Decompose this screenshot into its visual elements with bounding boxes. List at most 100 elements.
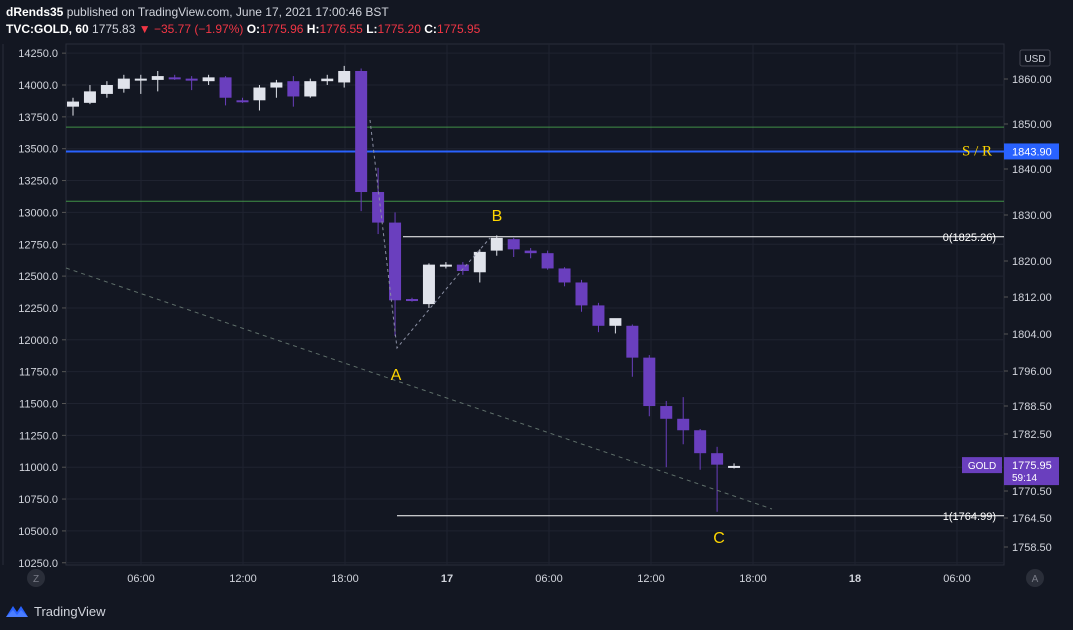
wave-label: C	[713, 530, 725, 547]
y-left-tick-label: 13500.0	[18, 144, 58, 156]
y-right-tick-label: 1764.50	[1012, 513, 1052, 525]
sr-price-tag-label: 1843.90	[1012, 146, 1052, 158]
wave-label: B	[492, 208, 503, 225]
candle-body	[558, 268, 571, 283]
y-right-tick-label: 1782.50	[1012, 429, 1052, 441]
high-value: 1776.55	[319, 22, 363, 36]
y-right-tick-label: 1758.50	[1012, 542, 1052, 554]
y-left-tick-label: 12750.0	[18, 239, 58, 251]
candle-body	[355, 70, 368, 193]
pane-border	[65, 43, 1005, 566]
author-name[interactable]: dRends35	[6, 5, 64, 19]
x-tick-label: 12:00	[637, 573, 665, 585]
last-price-tag	[1004, 457, 1059, 486]
y-left-tick-label: 12000.0	[18, 335, 58, 347]
candle-body	[202, 77, 215, 82]
open-label: O:	[246, 22, 261, 36]
auto-scale-button-label: A	[1032, 574, 1039, 585]
y-left-tick-label: 10500.0	[18, 526, 58, 538]
candles	[67, 65, 741, 512]
x-tick-label: 18	[849, 573, 861, 585]
candle-body	[236, 100, 249, 103]
y-left-tick-label: 10750.0	[18, 494, 58, 506]
y-left-tick-label: 13250.0	[18, 176, 58, 188]
low-value: 1775.20	[377, 22, 421, 36]
y-right-tick-label: 1770.50	[1012, 486, 1052, 498]
candle-body	[711, 453, 724, 465]
y-left-tick-label: 11500.0	[19, 399, 58, 411]
price-change: ▼ −35.77 (−1.97%)	[138, 22, 244, 36]
footer: TradingView	[6, 601, 106, 621]
candle-body	[100, 85, 113, 94]
chart-header: dRends35 published on TradingView.com, J…	[6, 4, 480, 38]
publish-info: published on TradingView.com, June 17, 2…	[66, 5, 389, 19]
y-left-tick-label: 12250.0	[18, 303, 58, 315]
candle-body	[643, 357, 656, 407]
x-tick-label: 18:00	[331, 573, 359, 585]
last-price-value: 1775.95	[1012, 460, 1052, 472]
abc-path	[369, 119, 491, 350]
y-left-tick-label: 11000.0	[19, 462, 58, 474]
y-right-tick-label: 1860.00	[1012, 74, 1052, 86]
last-price: 1775.83	[92, 22, 136, 36]
candle-body	[592, 305, 605, 326]
y-right-tick-label: 1788.50	[1012, 401, 1052, 413]
x-tick-label: 18:00	[739, 573, 767, 585]
candle-body	[406, 299, 418, 302]
y-right-tick-label: 1820.00	[1012, 256, 1052, 268]
candle-body	[287, 81, 300, 97]
candle-body	[524, 250, 537, 254]
candle-body	[338, 70, 351, 83]
brand-name[interactable]: TradingView	[34, 603, 106, 619]
candle-body	[456, 264, 469, 272]
candle-body	[185, 78, 198, 81]
candle-body	[67, 101, 79, 107]
candle-body	[270, 82, 283, 88]
countdown-value: 59:14	[1012, 473, 1037, 484]
auto-scale-button	[1026, 569, 1044, 587]
symbol-tag	[962, 457, 1002, 474]
y-left-tick-label: 10250.0	[18, 558, 58, 570]
candle-body	[609, 318, 622, 326]
candle-body	[219, 77, 232, 98]
y-left-tick-label: 14250.0	[18, 48, 58, 60]
candle-body	[83, 91, 96, 103]
candle-body	[134, 78, 147, 81]
candle-body	[575, 282, 588, 306]
currency-label: USD	[1024, 54, 1045, 65]
zoom-button	[27, 569, 45, 587]
candle-body	[151, 76, 164, 80]
grid-lines	[2, 43, 1005, 566]
y-left-tick-label: 11750.0	[19, 367, 58, 379]
x-tick-label: 06:00	[943, 573, 971, 585]
candle-body	[728, 465, 741, 468]
y-left-tick-label: 11250.0	[19, 430, 58, 442]
candle-body	[117, 78, 130, 89]
close-label: C:	[424, 22, 437, 36]
y-left-tick-label: 12500.0	[18, 271, 58, 283]
y-right-tick-label: 1850.00	[1012, 119, 1052, 131]
y-right-tick-label: 1840.00	[1012, 164, 1052, 176]
candle-body	[507, 239, 520, 250]
candle-body	[541, 253, 554, 269]
axes: 06:00 12:00 18:00 17 06:00 12:00 18:00 18 06:00 1…	[18, 48, 1059, 587]
y-left-tick-label: 13750.0	[18, 112, 58, 124]
y-right-tick-label: 1796.00	[1012, 366, 1052, 378]
fib-label: 0(1825.26)	[943, 232, 996, 244]
low-label: L:	[366, 22, 378, 36]
ohlc-line: TVC:GOLD, 60 1775.83 ▼ −35.77 (−1.97%) O…	[6, 21, 480, 38]
candle-body	[677, 418, 690, 431]
candle-body	[473, 251, 486, 273]
high-label: H:	[306, 22, 320, 36]
level-lines: S / R 1843.90 0(1825.26) 1(1764.99)	[66, 126, 1059, 523]
candle-body	[422, 264, 435, 305]
x-tick-label: 06:00	[535, 573, 563, 585]
candle-body	[439, 264, 452, 267]
x-tick-label: 17	[441, 573, 453, 585]
candle-body	[490, 237, 503, 251]
symbol-label[interactable]: TVC:GOLD, 60	[6, 22, 89, 36]
wave-label: A	[391, 367, 402, 384]
symbol-tag-label: GOLD	[968, 461, 996, 472]
candle-body	[304, 81, 317, 97]
